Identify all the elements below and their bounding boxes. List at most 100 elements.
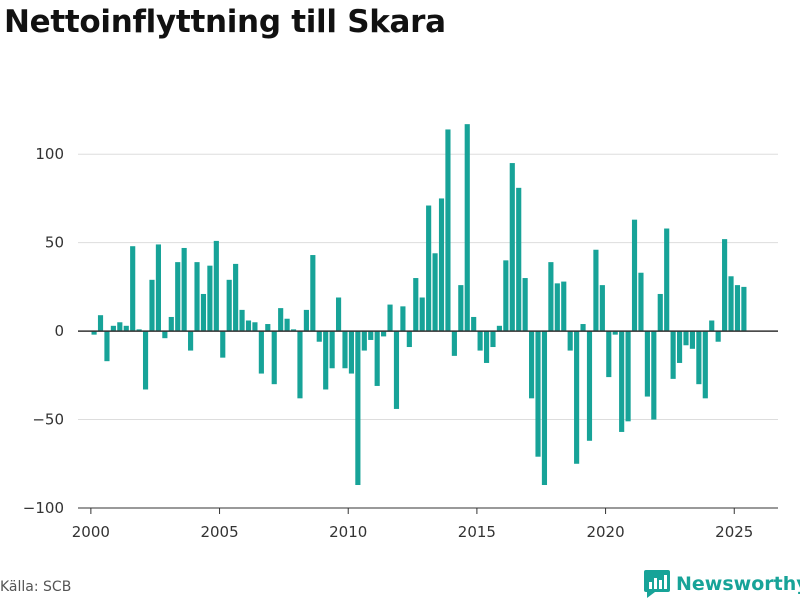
bar	[233, 263, 239, 332]
x-tick-label: 2000	[72, 523, 110, 541]
bar	[303, 309, 309, 332]
bar	[419, 297, 425, 332]
bar	[194, 262, 200, 332]
bar	[471, 316, 477, 332]
bar	[168, 316, 174, 332]
bar	[200, 293, 207, 332]
y-tick-label: 50	[45, 234, 64, 252]
bar	[638, 272, 644, 332]
bar	[612, 331, 618, 335]
bar	[741, 286, 747, 332]
bar	[529, 331, 535, 399]
bar	[709, 320, 715, 332]
bar	[368, 331, 374, 340]
bar	[316, 331, 322, 342]
bar	[599, 285, 605, 332]
bar	[123, 325, 129, 332]
bar	[310, 255, 316, 332]
bar	[696, 331, 702, 385]
bar	[483, 331, 490, 363]
bar	[278, 308, 284, 332]
bar	[393, 331, 400, 409]
bar	[110, 325, 116, 332]
bar	[226, 279, 232, 332]
bar	[290, 329, 297, 332]
bar	[432, 253, 438, 332]
bar	[91, 331, 97, 335]
bar	[175, 262, 181, 332]
bar	[181, 247, 187, 332]
bar	[361, 331, 367, 351]
bar	[625, 331, 631, 422]
bar	[104, 331, 110, 362]
bars	[91, 124, 747, 486]
bar	[445, 129, 451, 332]
bar	[117, 322, 123, 332]
bar	[406, 331, 412, 348]
bar	[651, 331, 657, 420]
bar	[426, 205, 432, 332]
y-tick-label: 0	[54, 322, 64, 340]
bar	[149, 279, 155, 332]
bar	[413, 278, 419, 332]
bar	[97, 315, 104, 332]
bar	[496, 325, 502, 332]
bar	[522, 278, 528, 332]
x-tick-label: 2025	[715, 523, 753, 541]
bar	[715, 331, 721, 342]
bar	[297, 331, 303, 399]
bar	[561, 281, 567, 332]
bar	[220, 331, 226, 358]
bar	[329, 331, 335, 369]
bar	[335, 297, 342, 332]
bar	[438, 198, 445, 332]
bar	[490, 331, 496, 348]
bar	[381, 331, 387, 337]
bar	[162, 331, 168, 339]
bar	[155, 244, 161, 332]
bar	[355, 331, 361, 486]
bar	[554, 283, 560, 332]
bar	[722, 239, 728, 332]
bar	[265, 324, 271, 332]
bar	[284, 318, 290, 332]
bar	[683, 331, 689, 346]
bar	[348, 331, 355, 374]
y-tick-label: −50	[32, 411, 64, 429]
bar	[239, 309, 245, 332]
bar	[734, 285, 741, 332]
chart-title: Nettoinflyttning till Skara	[4, 4, 446, 40]
bar	[586, 331, 593, 441]
source-note: Källa: SCB	[0, 579, 72, 595]
bar	[567, 331, 573, 351]
bar	[503, 260, 509, 332]
bar	[374, 331, 380, 386]
bar	[676, 331, 683, 363]
bar	[541, 331, 548, 486]
bar	[702, 331, 708, 399]
bar	[188, 331, 194, 351]
bar	[207, 265, 213, 332]
y-tick-label: −100	[23, 499, 64, 517]
bar	[458, 285, 464, 332]
bar	[342, 331, 348, 369]
bar	[631, 219, 638, 332]
bar	[136, 329, 142, 332]
bar	[400, 306, 406, 332]
bar	[593, 249, 599, 332]
bar	[245, 320, 252, 332]
bar	[606, 331, 612, 378]
bar	[509, 163, 515, 332]
bar	[323, 331, 329, 390]
x-tick-label: 2005	[200, 523, 238, 541]
bar	[213, 240, 219, 332]
bar	[271, 331, 277, 385]
bar	[387, 304, 393, 332]
bar	[142, 331, 149, 390]
brand-name: Newsworthy	[676, 573, 800, 595]
bar	[728, 276, 734, 332]
bar	[464, 124, 470, 332]
brand-logo[interactable]: Newsworthy	[644, 570, 800, 598]
x-tick-label: 2010	[329, 523, 367, 541]
